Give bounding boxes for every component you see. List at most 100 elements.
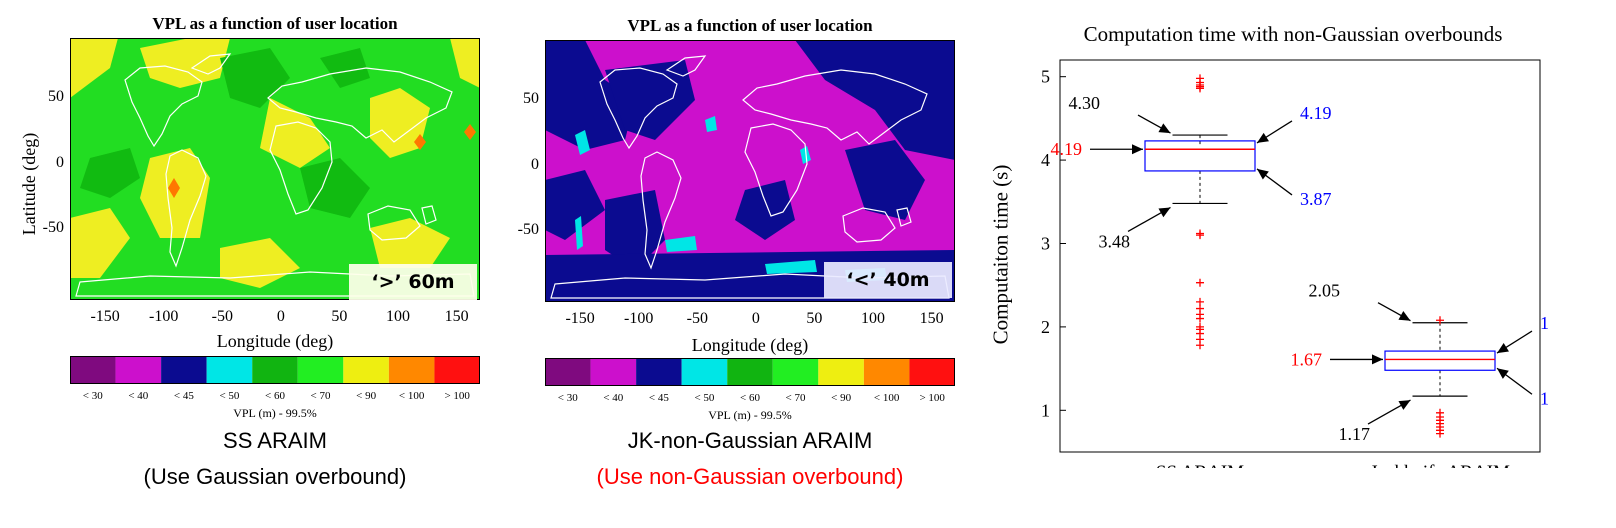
colorbar-swatch [388,356,435,384]
contour-region [370,218,450,268]
continent-outline [742,69,928,145]
contour-region [705,116,717,132]
y-tick-label: 4 [1041,150,1050,170]
box-iqr [1144,140,1256,172]
continent-outline [842,207,896,243]
continent-outline [640,151,682,270]
arrow-head [1497,368,1509,379]
colorbar-title: VPL (m) - 99.5% [233,406,317,420]
x-tick-label: 100 [386,308,410,325]
plot-area [1059,59,1541,453]
contour-region [220,238,300,288]
value-annotation: 3.48 [1099,231,1131,251]
box-iqr [1384,350,1496,371]
colorbar-swatch [681,358,728,386]
y-tick-label: 50 [523,90,539,108]
outlier-point [1196,341,1204,350]
threshold-tag: ‘<’ 40m [824,262,952,298]
map-frame [70,38,480,300]
box-1: 2.05 1.71 1.67 1.48 1.17 [1291,281,1551,444]
y-tick-label: 0 [531,155,539,173]
caption-overbound: (Use non-Gaussian overbound) [596,464,904,489]
xlabel: Longitude (deg) [216,331,334,351]
contour-region [450,38,480,88]
contour-region [605,60,695,140]
colorbar-label: < 60 [265,390,285,402]
colorbar-label: < 70 [785,392,806,404]
contour-region [80,148,140,198]
colorbar-label: < 45 [648,392,669,404]
caption-method: JK-non-Gaussian ARAIM [627,428,873,453]
colorbar-swatch [252,356,298,384]
colorbar-title: VPL (m) - 99.5% [708,408,792,422]
colorbar-swatch [727,358,773,386]
contour-region [545,170,605,240]
contour-region [665,236,697,252]
colorbar-swatch [343,356,389,384]
colorbar-swatch [161,356,207,384]
colorbar-label: > 100 [919,392,945,404]
value-annotation: 3.87 [1300,189,1332,209]
contour-region [464,124,476,140]
arrow-head [1398,400,1411,410]
colorbar-swatch [297,356,344,384]
value-annotation: 1.67 [1291,349,1323,369]
box-0: 4.30 4.19 4.19 3.87 3.48 [1051,74,1332,350]
colorbar-swatch [863,358,910,386]
continent-outline [267,67,453,143]
colorbar-label: < 70 [310,390,331,402]
contour-region [765,260,817,274]
contour-region [414,134,426,150]
contour-region [575,130,590,155]
contour-region [300,158,370,218]
colorbar-label: < 90 [356,390,377,402]
category-label: Jackknife ARAIM [1370,462,1510,468]
arrow-head [1497,342,1509,354]
value-annotation: 4.19 [1051,139,1083,159]
contour-region [320,48,370,88]
outlier-point [1196,314,1204,323]
x-tick-label: 50 [331,308,348,325]
continent-outline [190,53,232,75]
x-tick-label: 50 [806,310,823,327]
x-tick-label: -150 [90,308,120,325]
caption-method: SS ARAIM [223,428,327,453]
threshold-tag: ‘>’ 60m [349,264,477,300]
arrow-head [1257,132,1269,143]
continent-outline [599,67,678,150]
colorbar-swatch [70,356,116,384]
colorbar-frame [545,358,955,386]
colorbar-frame [70,356,480,384]
value-annotation: 4.30 [1069,93,1101,113]
outlier-point [1436,429,1444,438]
colorbar-swatch [206,356,253,384]
colorbar-label: < 100 [398,390,425,402]
chart-ylabel-wrap: Computaiton time (s) [988,140,1014,370]
value-annotation: 1.17 [1339,424,1371,444]
x-tick-label: 150 [444,308,469,325]
y-tick-label: 2 [1041,317,1050,337]
contour-region [845,140,925,220]
x-tick-label: -100 [149,308,179,325]
x-tick-label: 0 [751,310,760,327]
arrow-head [1257,168,1269,180]
colorbar-swatch [115,356,162,384]
outlier-point [1436,316,1444,325]
chart-ylabel: Computaiton time (s) [988,164,1013,345]
colorbar-swatch [909,358,955,386]
contour-region [70,208,130,278]
y-tick-label: -50 [517,221,539,239]
continent-outline [744,123,808,217]
colorbar [70,356,480,384]
colorbar-swatch [818,358,864,386]
colorbar-label: < 40 [128,390,149,402]
y-tick-label: 3 [1041,233,1050,253]
x-tick-label: 100 [861,310,885,327]
colorbar-label: < 30 [557,392,578,404]
colorbar-label: < 50 [694,392,715,404]
outlier-point [1196,297,1204,306]
colorbar-label: < 100 [873,392,900,404]
contour-region [70,38,118,98]
y-tick-label: 1 [1041,400,1050,420]
caption-overbound: (Use Gaussian overbound) [143,464,407,489]
